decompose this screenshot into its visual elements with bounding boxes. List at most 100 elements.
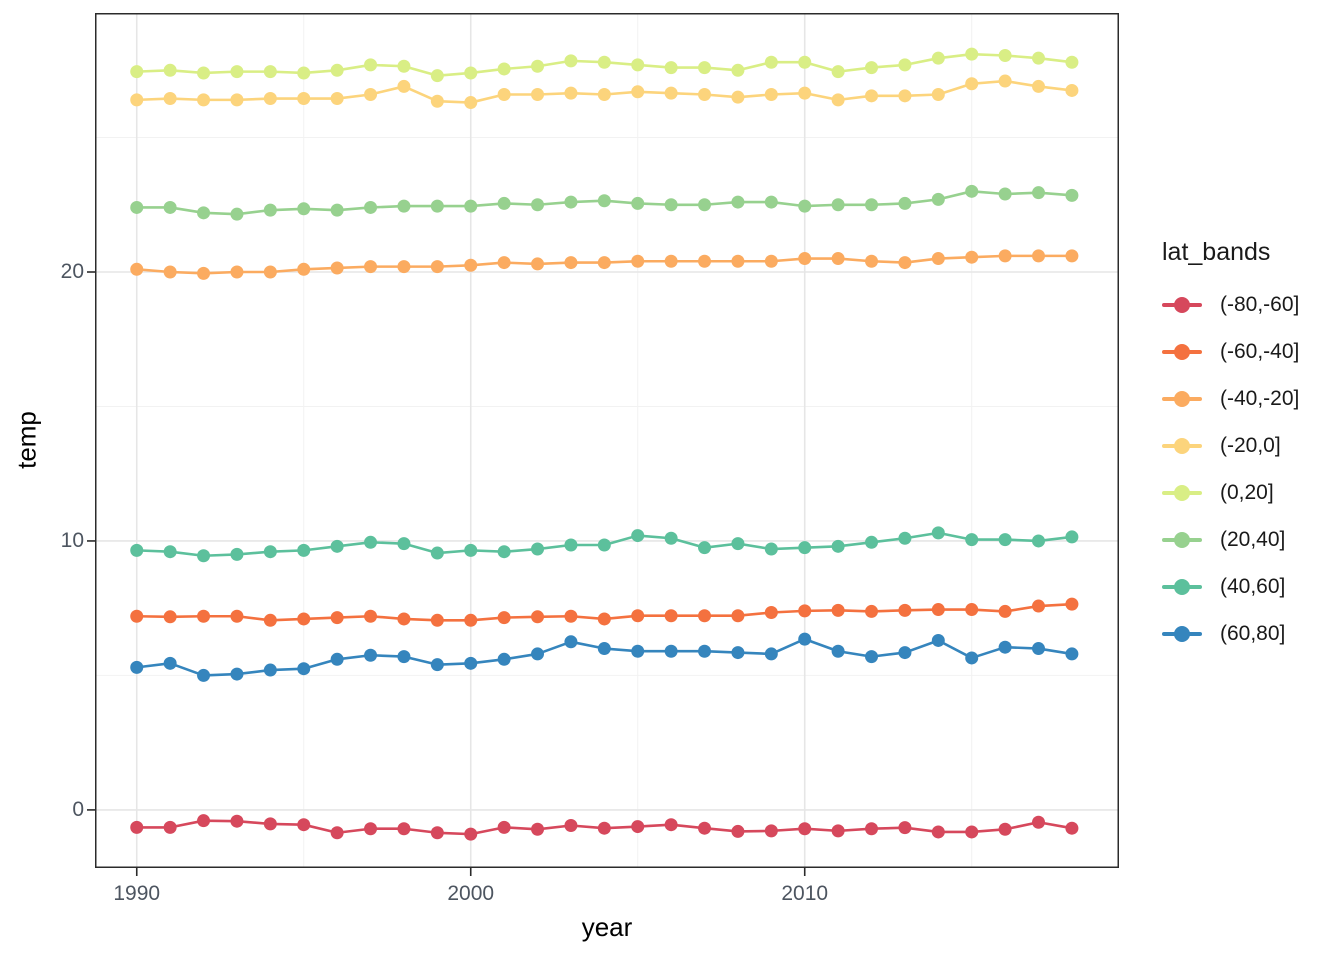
data-point-(-20,0] [230,93,244,107]
data-point-(-60,-40] [865,604,879,618]
data-point-(-80,-60] [1032,815,1046,829]
legend-key-icon [1162,625,1202,642]
data-point-(20,40] [898,196,912,210]
data-point-(-80,-60] [230,814,244,828]
data-point-(-80,-60] [263,817,277,831]
data-point-(-40,-20] [130,262,144,276]
data-point-(-80,-60] [297,818,311,832]
data-point-(-80,-60] [564,819,578,833]
data-point-(-60,-40] [1032,599,1046,613]
data-point-(20,40] [865,198,879,212]
legend-items: (-80,-60] (-60,-40] (-40,-20] (-20,0] (0,20]… [1152,281,1342,657]
x-tick-label: 2000 [447,882,495,905]
data-point-(20,40] [831,198,845,212]
data-point-(-20,0] [965,77,979,91]
data-point-(20,40] [163,200,177,214]
data-point-(40,60] [230,547,244,561]
data-point-(0,20] [631,58,645,72]
legend-key-icon [1162,531,1202,548]
data-point-(60,80] [798,632,812,646]
data-point-(-60,-40] [631,609,645,623]
data-point-(60,80] [330,652,344,666]
plot-panel [87,13,1119,876]
data-point-(-60,-40] [330,611,344,625]
data-point-(-40,-20] [531,257,545,271]
data-point-(-20,0] [197,93,211,107]
data-point-(0,20] [130,65,144,79]
data-point-(-40,-20] [698,254,712,268]
data-point-(60,80] [664,644,678,658]
data-point-(60,80] [865,650,879,664]
legend-key-dot [1174,343,1190,360]
x-tick-label: 1990 [113,882,161,905]
data-point-(-20,0] [497,87,511,101]
data-point-(40,60] [998,533,1012,547]
data-point-(40,60] [263,545,277,559]
data-point-(40,60] [330,539,344,553]
data-point-(-20,0] [664,86,678,100]
legend-key-dot [1174,531,1190,548]
data-point-(0,20] [364,58,378,72]
data-point-(-60,-40] [664,609,678,623]
data-point-(20,40] [430,199,444,213]
data-point-(60,80] [364,648,378,662]
data-point-(-40,-20] [998,249,1012,263]
data-point-(20,40] [364,200,378,214]
legend-key-dot [1174,484,1190,501]
data-point-(-60,-40] [965,603,979,617]
data-point-(-40,-20] [1065,249,1079,263]
y-tick-label: 10 [60,528,84,552]
data-point-(-20,0] [798,86,812,100]
data-point-(0,20] [764,55,778,69]
data-point-(-80,-60] [531,822,545,836]
data-point-(-60,-40] [731,609,745,623]
data-point-(60,80] [130,660,144,674]
data-point-(60,80] [698,644,712,658]
data-point-(-40,-20] [631,254,645,268]
data-point-(-20,0] [163,92,177,106]
legend-key-dot [1174,296,1190,313]
data-point-(-40,-20] [764,254,778,268]
legend-key-icon [1162,578,1202,595]
data-point-(60,80] [430,658,444,672]
data-point-(20,40] [998,187,1012,201]
data-point-(40,60] [664,531,678,545]
data-point-(-80,-60] [464,827,478,841]
data-point-(40,60] [731,537,745,551]
data-point-(-60,-40] [163,610,177,624]
data-point-(-80,-60] [931,825,945,839]
data-point-(20,40] [531,198,545,212]
data-point-(0,20] [798,55,812,69]
data-point-(-60,-40] [898,603,912,617]
y-tick-label: 0 [72,797,84,821]
data-point-(-20,0] [364,87,378,101]
legend-item: (-40,-20] [1152,375,1342,422]
data-point-(60,80] [631,644,645,658]
data-point-(-40,-20] [597,256,611,270]
data-point-(-60,-40] [998,604,1012,618]
data-point-(60,80] [998,640,1012,654]
data-point-(40,60] [898,531,912,545]
data-point-(40,60] [1032,534,1046,548]
data-point-(60,80] [464,656,478,670]
legend-item: (40,60] [1152,563,1342,610]
data-point-(-80,-60] [130,820,144,834]
data-point-(0,20] [831,65,845,79]
legend-item-label: (-60,-40] [1220,339,1300,363]
data-point-(0,20] [297,66,311,80]
data-point-(-20,0] [764,87,778,101]
data-point-(20,40] [130,200,144,214]
data-point-(-40,-20] [297,262,311,276]
data-point-(-80,-60] [764,824,778,838]
y-axis-title: temp [11,411,42,469]
data-point-(-60,-40] [831,603,845,617]
data-point-(-20,0] [597,87,611,101]
data-point-(0,20] [163,63,177,77]
data-point-(0,20] [531,59,545,73]
data-point-(-80,-60] [1065,821,1079,835]
data-point-(0,20] [965,47,979,61]
data-point-(-80,-60] [865,822,879,836]
data-point-(-60,-40] [197,609,211,623]
data-point-(-60,-40] [1065,597,1079,611]
